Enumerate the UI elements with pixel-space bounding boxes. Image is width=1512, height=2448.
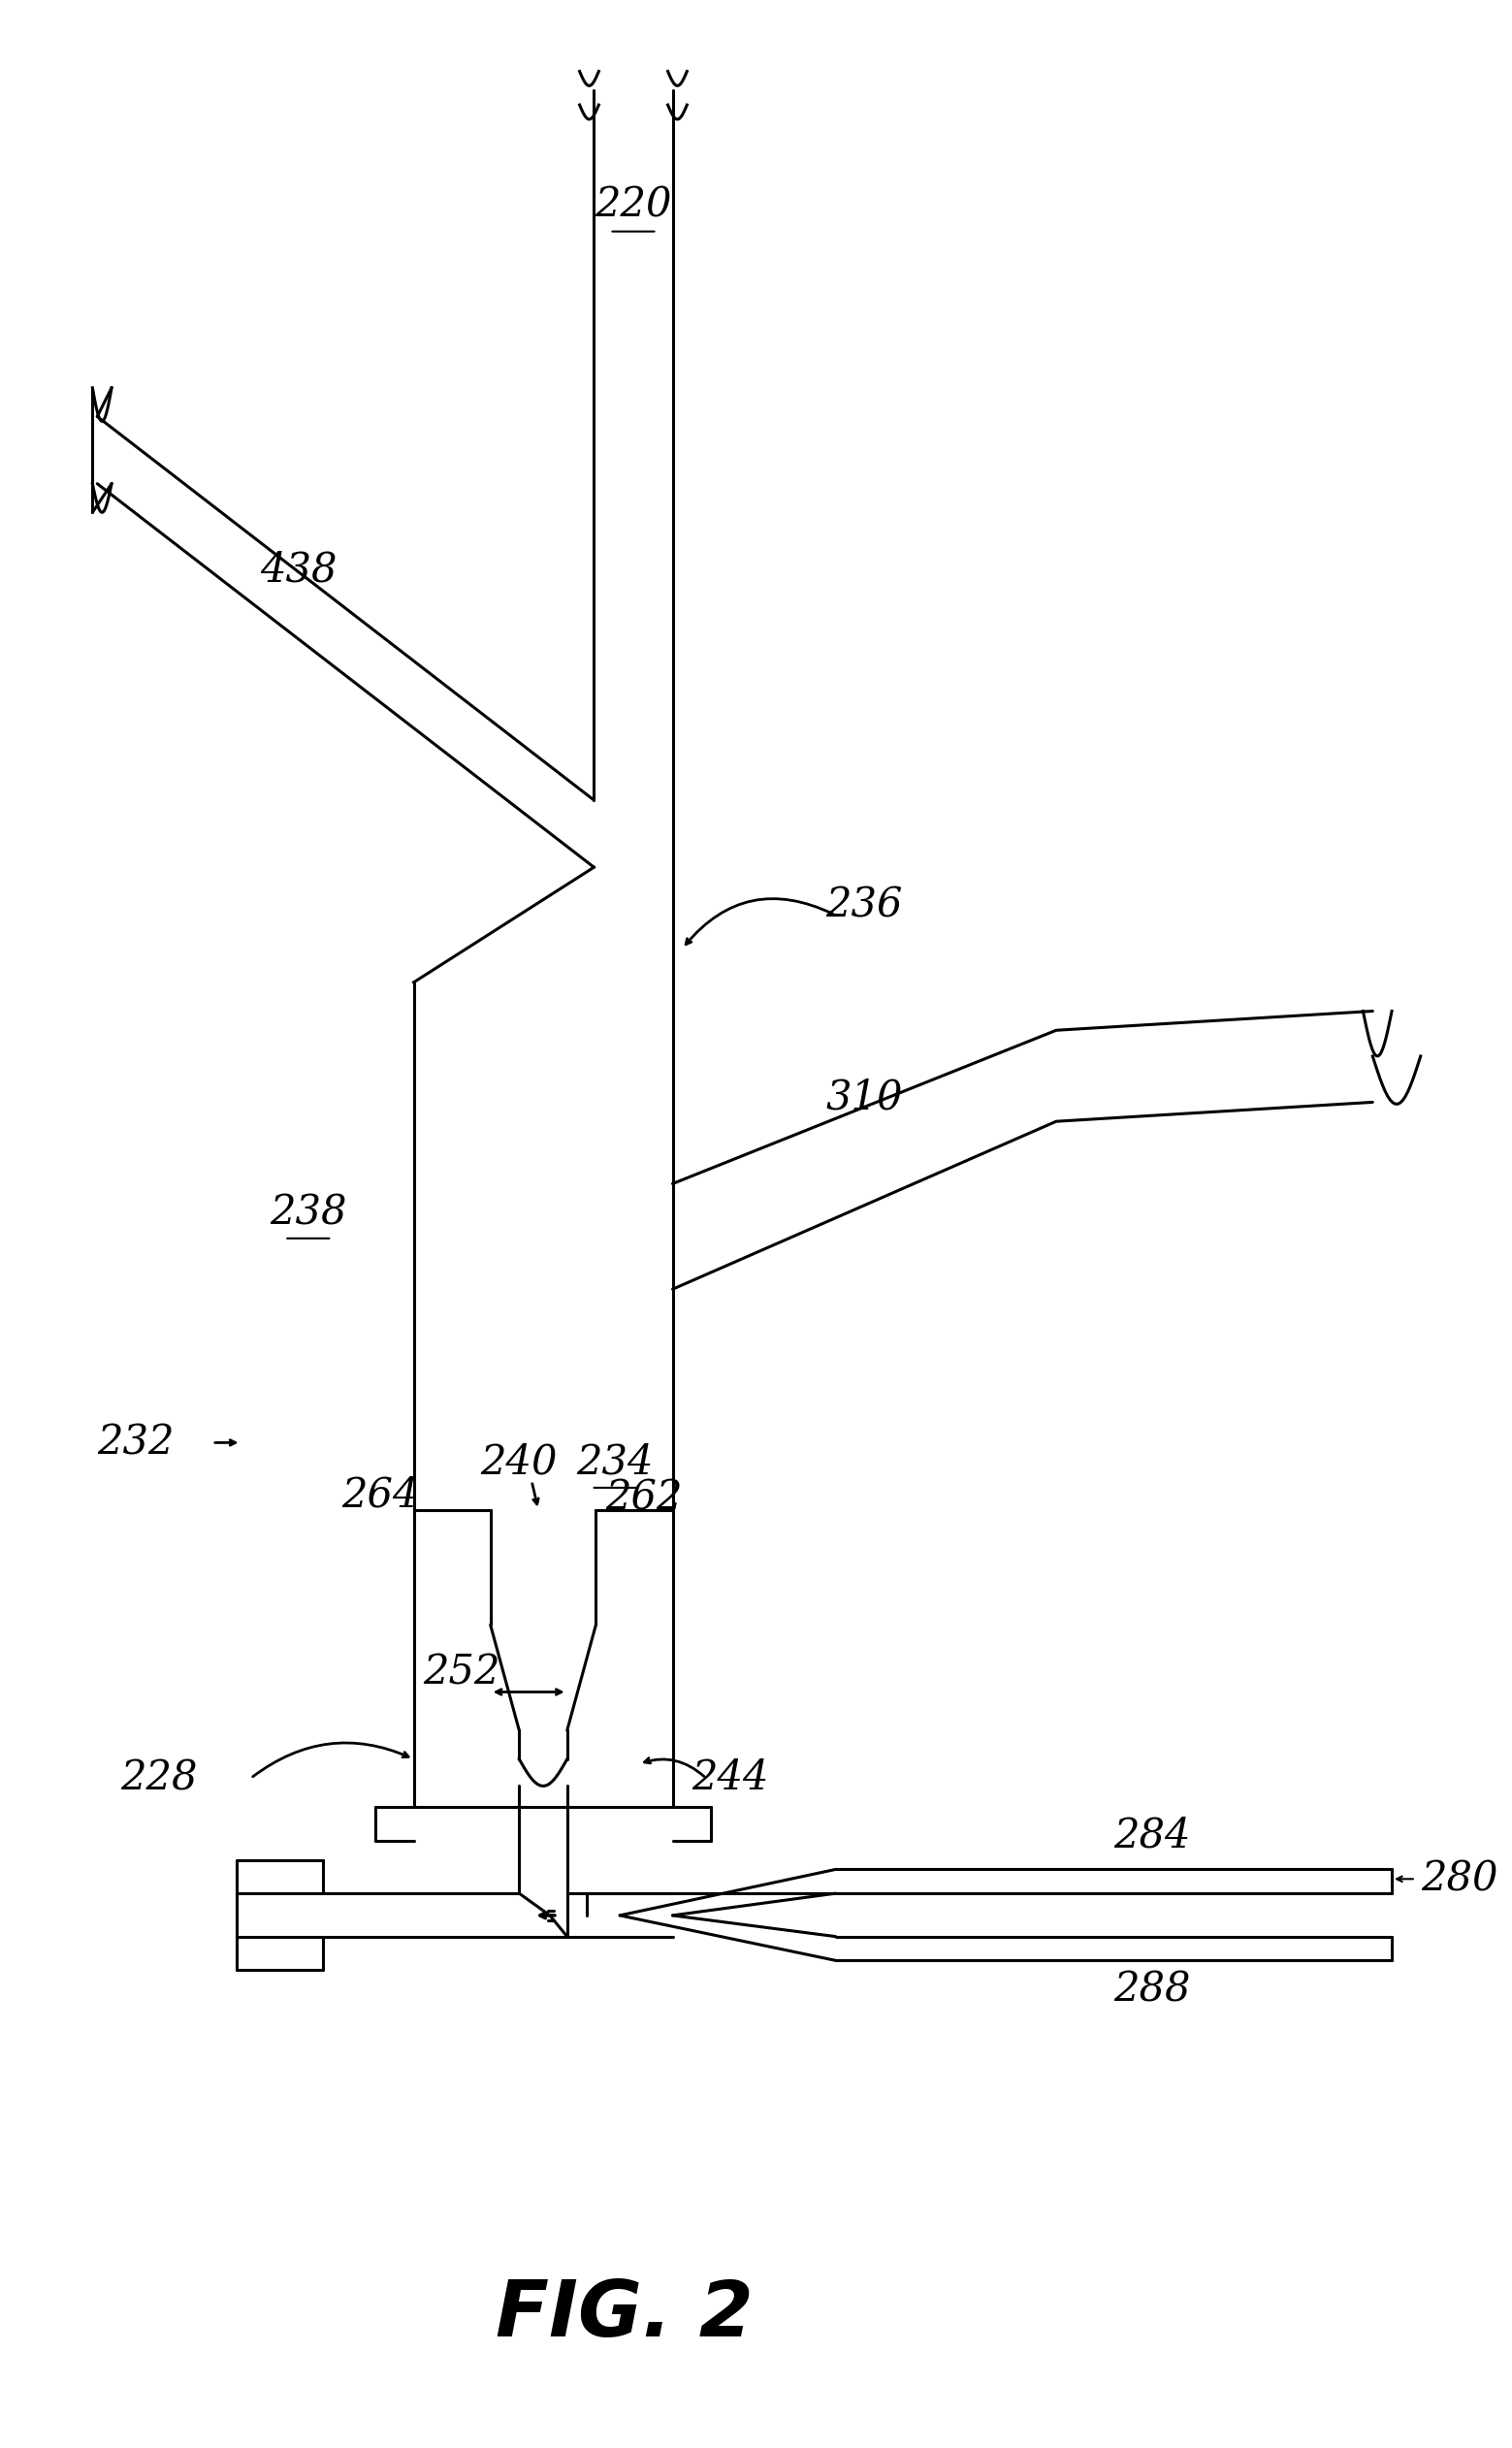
- Text: 310: 310: [826, 1077, 903, 1119]
- Text: 240: 240: [481, 1442, 558, 1481]
- Text: 288: 288: [1113, 1968, 1190, 2010]
- Text: 280: 280: [1421, 1858, 1498, 1900]
- Text: 284: 284: [1113, 1816, 1190, 1856]
- Text: 262: 262: [605, 1479, 682, 1518]
- Text: 228: 228: [121, 1758, 198, 1799]
- Text: 264: 264: [342, 1476, 419, 1515]
- Text: 252: 252: [423, 1652, 500, 1694]
- Text: FIG. 2: FIG. 2: [496, 2277, 753, 2353]
- Text: 238: 238: [269, 1192, 346, 1234]
- Text: 234: 234: [576, 1442, 653, 1481]
- Text: 236: 236: [826, 886, 903, 925]
- Text: 244: 244: [691, 1758, 768, 1799]
- Text: 220: 220: [594, 186, 671, 225]
- Text: 232: 232: [97, 1422, 174, 1464]
- Text: 438: 438: [260, 551, 337, 590]
